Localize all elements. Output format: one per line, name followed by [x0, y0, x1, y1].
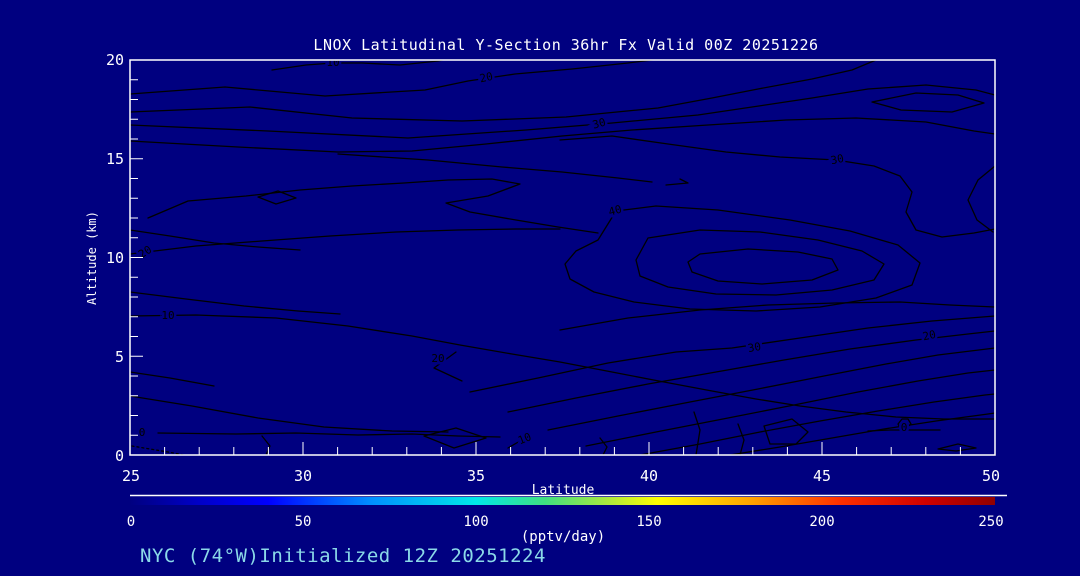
contour-line [737, 423, 745, 455]
colorbar-tick-label: 0 [127, 514, 135, 530]
colorbar-tick-label: 50 [295, 514, 312, 530]
contour-label: 0 [139, 426, 146, 439]
contour-line [131, 445, 185, 455]
contour-loop [564, 205, 921, 312]
contour-label: 30 [591, 116, 607, 132]
init-annotation: NYC (74°W)Initialized 12Z 20251224 [140, 545, 546, 567]
x-tick-label: 40 [640, 467, 658, 485]
contour-line [469, 315, 995, 393]
contour-line [130, 60, 658, 97]
y-tick-label: 0 [115, 447, 124, 465]
contour-label: 10 [516, 430, 533, 447]
x-tick-label: 50 [982, 467, 1000, 485]
colorbar-gradient [130, 497, 995, 505]
x-tick-label: 30 [294, 467, 312, 485]
plot-title: LNOX Latitudinal Y-Section 36hr Fx Valid… [313, 36, 818, 54]
contour-loop [423, 427, 487, 449]
y-tick-label: 20 [106, 51, 124, 69]
contour-loop [763, 418, 809, 445]
contour-loop [897, 418, 912, 429]
y-axis-title: Altitude (km) [85, 211, 99, 305]
contour-line [559, 301, 995, 331]
y-tick-label: 15 [106, 150, 124, 168]
contour-line [130, 117, 995, 153]
x-axis-title: Latitude [532, 483, 595, 498]
contour-label: 0 [901, 421, 908, 434]
contour-line [130, 229, 301, 251]
contour-field: 10 20 30 30 40 20 10 20 30 20 0 10 0 [130, 56, 995, 455]
contour-line [867, 429, 941, 432]
contour-line [130, 84, 995, 139]
contour-label: 20 [136, 243, 154, 261]
contour-label: 20 [921, 328, 937, 343]
colorbar-tick-label: 250 [978, 514, 1003, 530]
contour-line [547, 347, 995, 431]
contour-loop [635, 229, 885, 296]
plot-frame [129, 59, 996, 456]
contour-line [261, 435, 271, 455]
contour-loop [937, 443, 977, 452]
contour-loop [257, 190, 297, 205]
contour-line [559, 135, 995, 238]
x-tick-label: 45 [813, 467, 831, 485]
contour-label: 20 [431, 352, 444, 365]
contour-label: 20 [478, 70, 494, 85]
contour-line [729, 412, 995, 455]
contour-line [585, 369, 995, 447]
contour-line [433, 351, 463, 382]
colorbar-units-label: (pptv/day) [521, 529, 605, 545]
contour-line [599, 437, 608, 455]
axis-ticks [129, 59, 996, 456]
contour-line [271, 60, 446, 71]
x-tick-label: 25 [122, 467, 140, 485]
contour-loop [871, 92, 985, 113]
y-tick-label: 10 [106, 249, 124, 267]
contour-label: 40 [607, 203, 623, 219]
contour-line [507, 330, 995, 413]
contour-line [665, 178, 689, 186]
colorbar-tick-label: 150 [636, 514, 661, 530]
contour-line [639, 393, 995, 455]
contour-line [130, 228, 561, 255]
contour-line [130, 60, 877, 122]
contour-label: 10 [326, 56, 339, 69]
y-tick-label: 5 [115, 348, 124, 366]
contour-line [693, 411, 701, 455]
contour-label: 10 [161, 309, 174, 322]
contour-label: 30 [747, 340, 762, 355]
contour-line [507, 440, 521, 449]
contour-line [967, 165, 995, 233]
contour-line [130, 371, 215, 387]
colorbar-tick-label: 200 [809, 514, 834, 530]
contour-line [130, 291, 341, 315]
contour-line [157, 432, 501, 438]
contour-line [147, 178, 599, 234]
contour-loop [687, 248, 839, 285]
x-tick-label: 35 [467, 467, 485, 485]
colorbar-tick-label: 100 [463, 514, 488, 530]
contour-line [130, 395, 449, 433]
contour-label: 30 [829, 152, 845, 167]
contour-line [337, 153, 653, 183]
contour-line [130, 314, 995, 420]
